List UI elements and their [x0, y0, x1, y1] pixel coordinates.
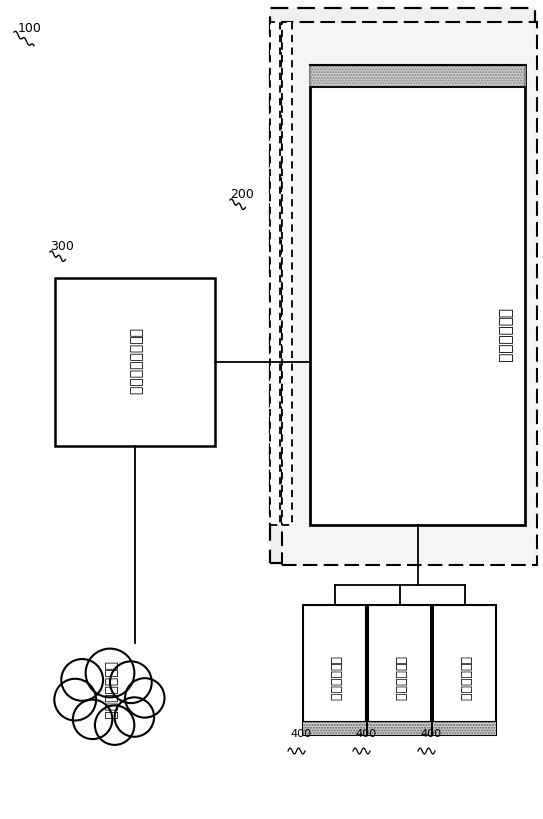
Circle shape — [110, 662, 151, 704]
Text: システム監視装置: システム監視装置 — [128, 328, 142, 396]
Text: サーバマシン: サーバマシン — [497, 308, 513, 362]
Circle shape — [95, 705, 134, 744]
Text: 100: 100 — [18, 22, 42, 35]
Circle shape — [86, 649, 134, 697]
Text: 400: 400 — [290, 729, 311, 739]
Bar — [303, 721, 366, 735]
Circle shape — [115, 697, 154, 737]
Bar — [270, 22, 280, 525]
Text: 300: 300 — [50, 240, 74, 253]
Text: 400: 400 — [420, 729, 441, 739]
Text: クライアント: クライアント — [328, 655, 341, 700]
Circle shape — [73, 699, 112, 739]
Text: クライアント: クライアント — [458, 655, 471, 700]
Bar — [368, 721, 431, 735]
Bar — [433, 721, 496, 735]
Bar — [270, 8, 535, 563]
Text: 200: 200 — [230, 188, 254, 201]
Text: クライアント: クライアント — [393, 655, 406, 700]
Circle shape — [125, 678, 165, 717]
Bar — [433, 605, 496, 735]
Bar — [282, 22, 292, 525]
Bar — [368, 605, 431, 735]
Circle shape — [61, 659, 103, 701]
Bar — [55, 278, 215, 446]
Bar — [303, 605, 366, 735]
Bar — [282, 22, 537, 565]
Bar — [310, 65, 525, 87]
Circle shape — [54, 679, 96, 721]
Text: 400: 400 — [355, 729, 376, 739]
Text: インターネット: インターネット — [103, 661, 117, 719]
Bar — [310, 65, 525, 525]
